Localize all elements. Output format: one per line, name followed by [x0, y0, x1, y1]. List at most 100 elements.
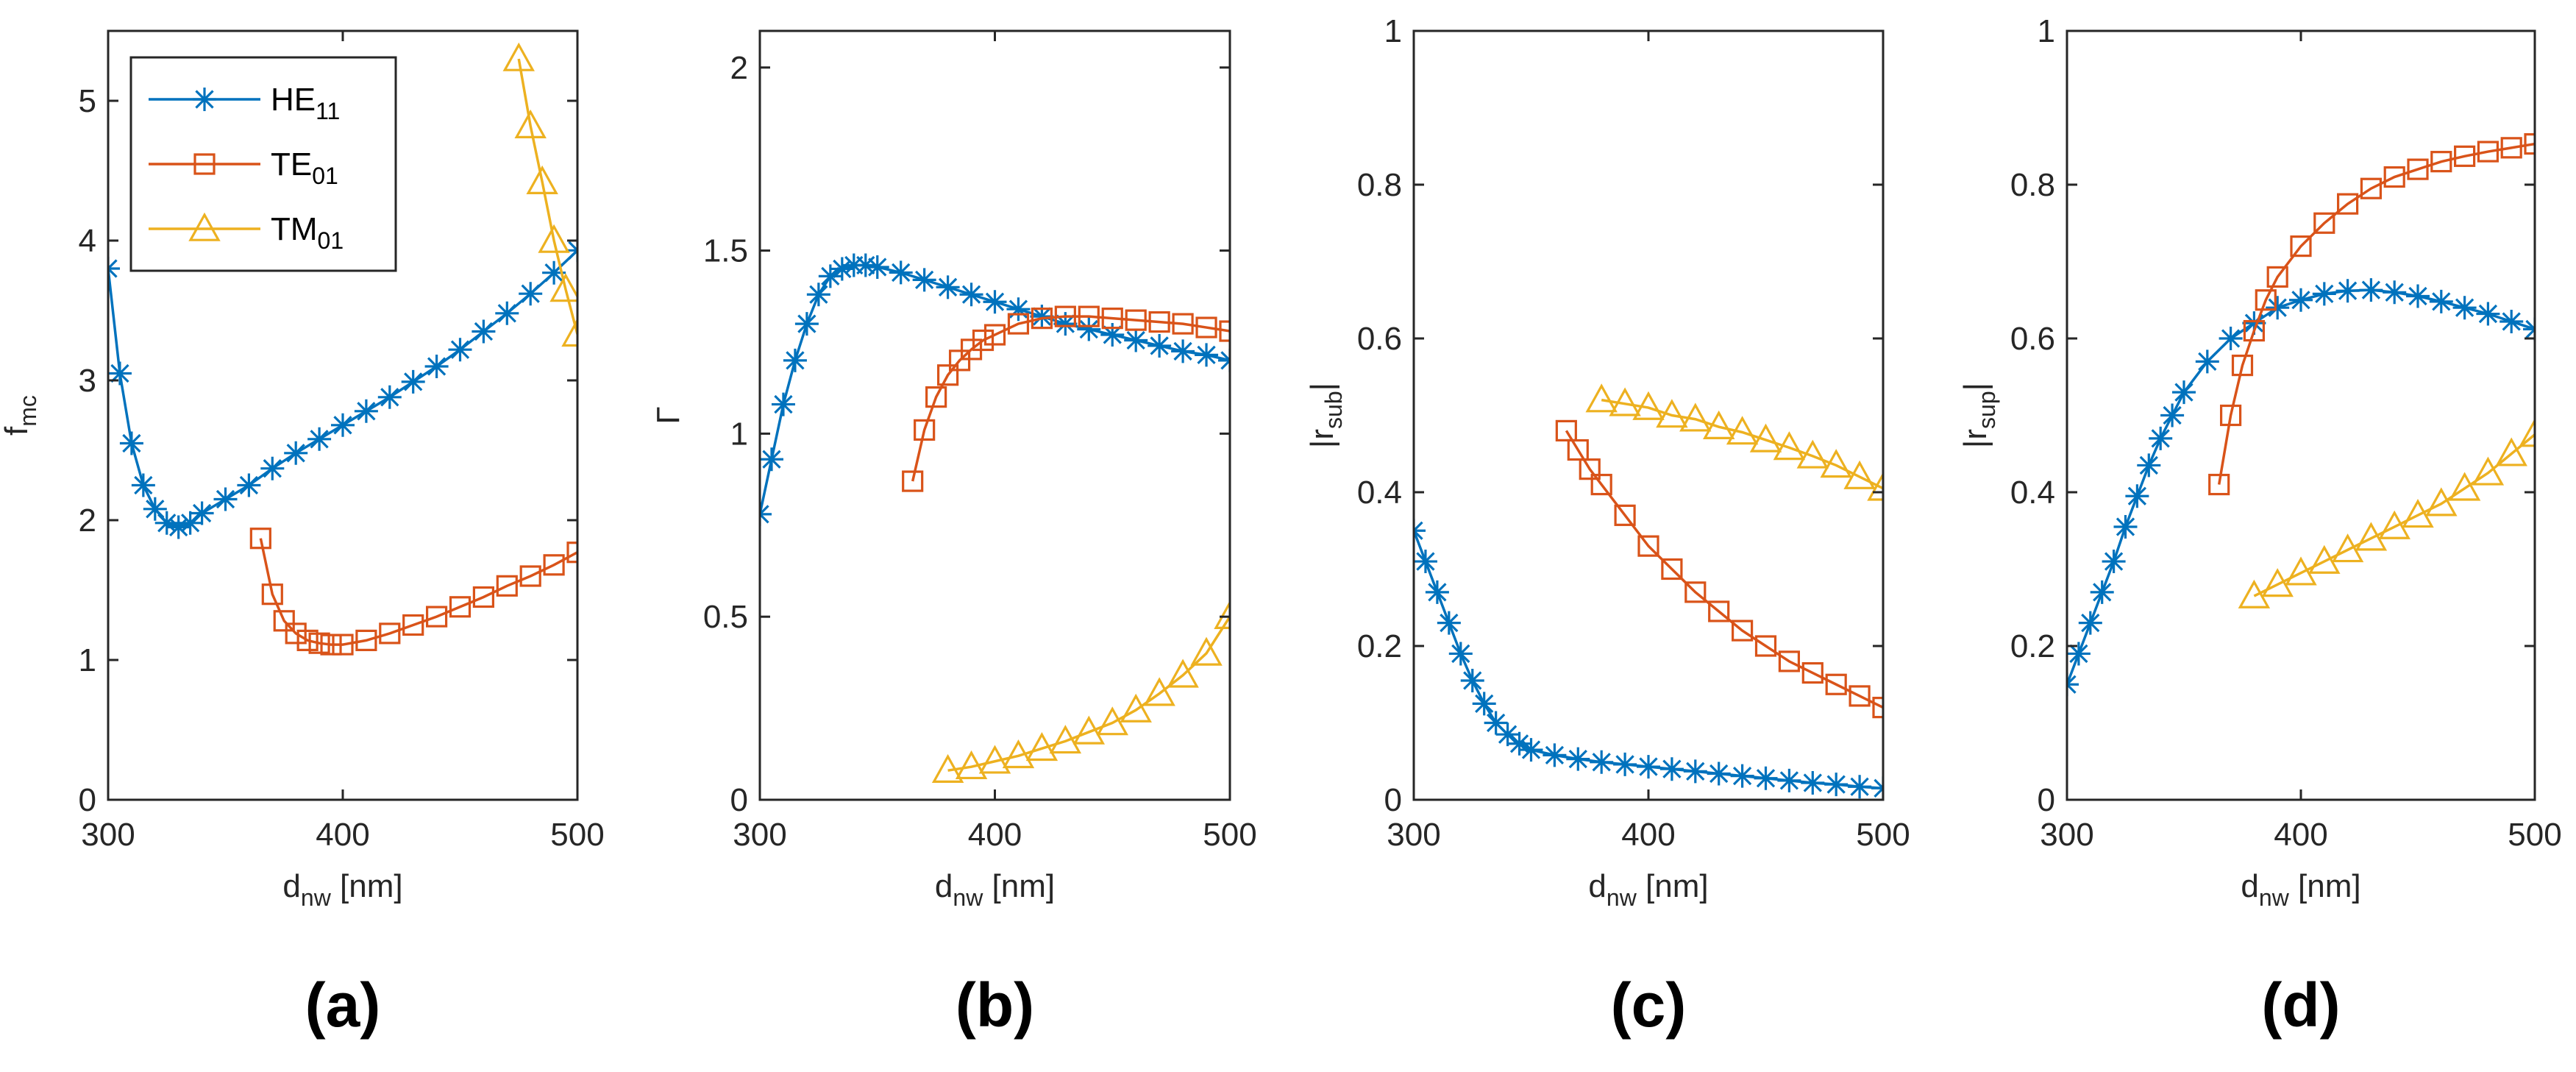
data-point-HE11 [131, 473, 155, 497]
data-point-HE11 [472, 319, 496, 344]
panels: 300 400 500 0 1 2 3 4 5 dnw [nm] fmc (a) 300 400 500 0 0… [0, 13, 2562, 1040]
data-point-HE11 [865, 255, 889, 279]
series-line-TE01 [1565, 430, 1883, 709]
data-point-TE01 [2454, 145, 2476, 167]
data-point-HE11 [1707, 762, 1731, 786]
data-point-TM01 [2495, 437, 2527, 466]
x-axis-label: dnw [nm] [282, 868, 402, 911]
data-point-HE11 [2172, 380, 2196, 405]
data-point-HE11 [2067, 642, 2091, 666]
data-point-TM01 [1025, 732, 1058, 762]
data-point-HE11 [495, 301, 519, 325]
data-point-TM01 [2378, 510, 2410, 539]
data-layer [1414, 383, 1883, 800]
legend-item-HE11: HE11 [149, 82, 340, 124]
data-point-HE11 [1613, 752, 1637, 776]
data-point-TM01 [2355, 522, 2388, 551]
data-point-HE11 [2113, 515, 2138, 539]
legend-marker [193, 153, 216, 175]
data-point-HE11 [783, 348, 807, 372]
y-tick-label: 0.4 [2010, 475, 2055, 511]
data-point-TM01 [955, 750, 988, 780]
data-point-TE01 [983, 324, 1006, 346]
data-point-TE01 [496, 575, 518, 597]
y-tick-label: 0.8 [2010, 167, 2055, 203]
y-tick-label: 1 [730, 416, 748, 452]
data-point-HE11 [1030, 305, 1054, 329]
data-point-TE01 [1567, 439, 1589, 461]
data-point-TM01 [2472, 456, 2505, 486]
data-point-TM01 [1190, 636, 1223, 666]
x-tick-label: 400 [2274, 817, 2327, 853]
data-point-TE01 [2360, 177, 2382, 199]
data-point-TE01 [2220, 404, 2242, 427]
data-point-HE11 [2266, 296, 2290, 320]
data-point-HE11 [2137, 453, 2161, 478]
data-point-TE01 [249, 528, 271, 550]
data-point-TE01 [355, 629, 377, 652]
data-point-HE11 [959, 283, 983, 307]
data-point-TE01 [2500, 137, 2522, 159]
data-point-HE11 [2090, 580, 2114, 604]
chart-panel-2: 300 400 500 0 0.5 1 1.5 2 dnw [nm] Γ (b) [650, 29, 1257, 1040]
data-point-TE01 [1801, 661, 1824, 684]
data-point-HE11 [1590, 750, 1614, 774]
data-point-TM01 [2519, 418, 2535, 447]
data-point-HE11 [1484, 711, 1508, 735]
data-point-TE01 [2477, 141, 2499, 163]
data-point-TM01 [1096, 706, 1128, 736]
legend-marker [188, 212, 221, 241]
data-point-TM01 [526, 165, 558, 194]
data-point-TE01 [402, 614, 424, 636]
data-point-HE11 [284, 441, 308, 465]
legend-label: HE11 [271, 82, 340, 124]
data-point-HE11 [771, 392, 795, 416]
data-point-HE11 [1124, 328, 1148, 352]
x-tick-label: 500 [550, 817, 604, 853]
data-point-HE11 [1637, 755, 1660, 779]
x-axis-label: dnw [nm] [935, 868, 1055, 911]
data-point-HE11 [1053, 312, 1078, 336]
panel-label: (d) [2261, 970, 2340, 1040]
data-point-HE11 [119, 431, 143, 455]
data-point-HE11 [108, 361, 132, 386]
data-point-TE01 [2266, 266, 2288, 288]
data-point-TM01 [2238, 579, 2271, 608]
data-point-TE01 [566, 542, 577, 564]
y-tick-label: 1 [1384, 13, 1402, 49]
data-point-TE01 [1614, 504, 1636, 526]
data-point-TM01 [561, 318, 577, 347]
data-point-HE11 [1507, 731, 1531, 756]
x-tick-label: 500 [1203, 817, 1256, 853]
x-tick-label: 400 [316, 817, 369, 853]
y-tick-label: 0.5 [703, 599, 748, 635]
data-point-HE11 [2102, 550, 2126, 574]
data-point-TE01 [1195, 316, 1217, 338]
y-tick-label: 0.6 [1357, 321, 1402, 357]
panel-label: (c) [1611, 970, 1687, 1040]
data-point-HE11 [1148, 333, 1172, 358]
data-point-HE11 [2406, 284, 2430, 308]
y-tick-label: 2 [730, 50, 748, 86]
y-tick-label: 0.6 [2010, 321, 2055, 357]
data-point-TE01 [2208, 473, 2230, 496]
data-point-HE11 [983, 290, 1007, 314]
legend-label: TM01 [271, 211, 344, 254]
data-point-HE11 [2383, 280, 2407, 305]
data-point-HE11 [1801, 771, 1825, 795]
data-point-TE01 [308, 632, 330, 654]
data-point-TE01 [2231, 354, 2254, 377]
legend-label: TE01 [271, 146, 338, 189]
data-point-TE01 [1101, 308, 1123, 330]
y-tick-label: 0 [730, 782, 748, 818]
y-axis-label: |rsub| [1304, 383, 1347, 448]
data-point-TE01 [1219, 320, 1230, 342]
data-point-TM01 [502, 42, 535, 71]
data-point-TE01 [543, 554, 565, 576]
data-point-TM01 [1820, 449, 1852, 478]
data-point-HE11 [331, 413, 355, 437]
data-point-HE11 [2125, 484, 2149, 508]
data-point-TE01 [273, 610, 295, 632]
data-point-HE11 [818, 264, 842, 288]
data-point-TE01 [936, 364, 959, 386]
